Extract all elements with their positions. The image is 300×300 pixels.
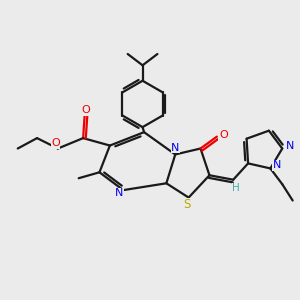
- Text: O: O: [82, 106, 91, 116]
- Text: N: N: [286, 141, 294, 151]
- Text: N: N: [171, 143, 179, 153]
- Text: S: S: [184, 199, 191, 212]
- Text: O: O: [219, 130, 228, 140]
- Text: N: N: [115, 188, 123, 198]
- Text: N: N: [273, 160, 281, 170]
- Text: O: O: [51, 138, 60, 148]
- Text: H: H: [232, 183, 240, 193]
